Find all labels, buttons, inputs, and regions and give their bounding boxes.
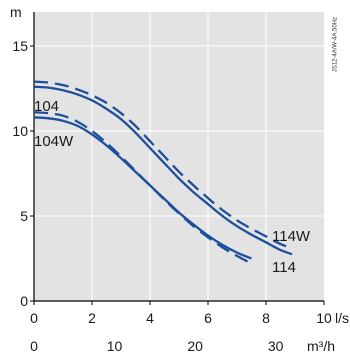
x-tick-label: 2 <box>88 310 96 326</box>
x-tick-label: 6 <box>204 310 212 326</box>
curves <box>33 80 293 265</box>
x-tick-label: 4 <box>146 310 154 326</box>
x2-tick-label: 10 <box>107 338 123 354</box>
y-tick-label: 0 <box>20 293 28 309</box>
curve-114w <box>33 80 293 250</box>
y-unit-label: m <box>10 4 22 20</box>
x-tick-label: 8 <box>262 310 270 326</box>
x-tick-label: 10 <box>316 310 332 326</box>
y-tick-label: 5 <box>20 208 28 224</box>
axes: 0 5 10 15 0 2 4 6 8 10 0 10 20 30 <box>12 12 332 354</box>
x2-unit-label: m³/h <box>307 338 335 354</box>
x2-tick-label: 30 <box>268 338 284 354</box>
curve-label-114: 114 <box>272 259 296 276</box>
x2-tick-label: 20 <box>187 338 203 354</box>
curve-label-104w: 104W <box>34 133 74 150</box>
plot-background <box>34 12 324 301</box>
curve-114 <box>33 111 253 265</box>
curve-label-104: 104 <box>34 98 59 115</box>
curve-label-114w: 114W <box>272 228 311 245</box>
x-tick-label: 0 <box>30 310 38 326</box>
chart-code-label: JS12-4A/W-4A.50Hz <box>333 17 339 72</box>
x-unit-label: l/s <box>335 310 349 326</box>
y-tick-label: 10 <box>12 123 28 139</box>
x2-tick-label: 0 <box>30 338 38 354</box>
y-tick-label: 15 <box>12 38 28 54</box>
grid-lines <box>34 12 324 301</box>
curve-104 <box>33 85 293 256</box>
